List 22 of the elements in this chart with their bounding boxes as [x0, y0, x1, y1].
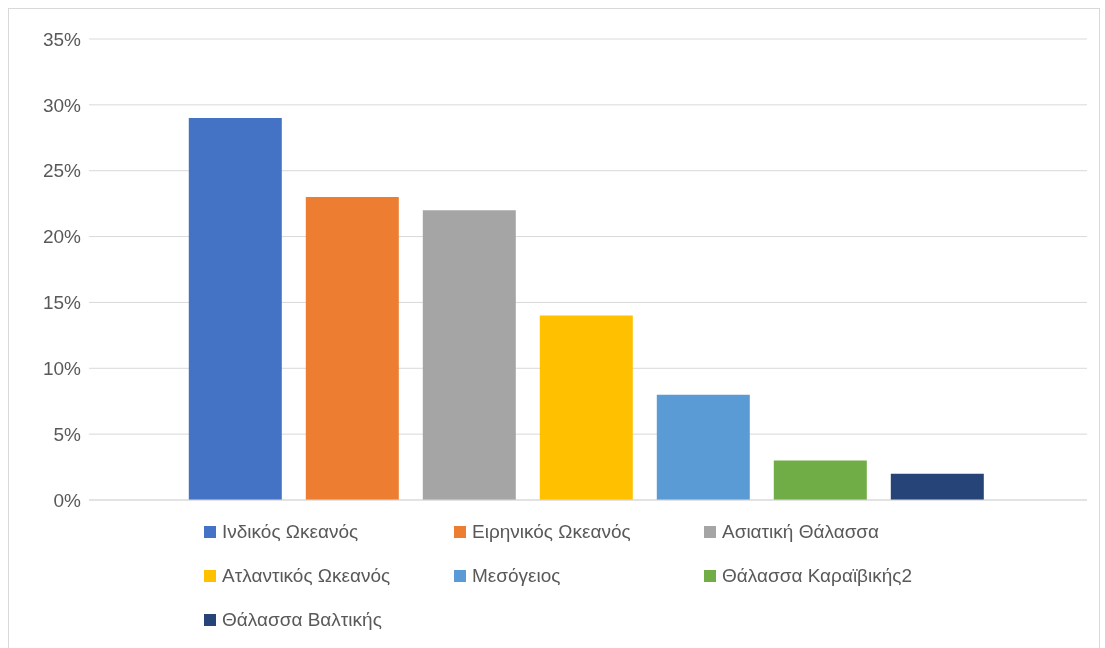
y-tick-label: 25%	[42, 160, 82, 182]
y-tick-label: 0%	[53, 489, 82, 511]
legend-label: Ατλαντικός Ωκεανός	[222, 565, 391, 587]
bar	[422, 210, 516, 500]
bar	[773, 460, 867, 500]
legend-label: Ινδικός Ωκεανός	[222, 521, 359, 543]
y-tick-label: 5%	[53, 423, 82, 445]
y-tick-label: 10%	[42, 358, 82, 380]
y-tick-label: 15%	[42, 292, 82, 314]
bar	[890, 473, 984, 500]
legend-label: Ειρηνικός Ωκεανός	[472, 521, 631, 543]
bar	[188, 118, 282, 500]
y-tick-label: 30%	[42, 94, 82, 116]
legend-label: Θάλασσα Καραϊβικής2	[722, 565, 913, 587]
bar	[656, 394, 750, 500]
y-tick-label: 20%	[42, 226, 82, 248]
y-tick-label: 35%	[42, 28, 82, 50]
legend-label: Θάλασσα Βαλτικής	[222, 609, 382, 631]
legend-label: Ασιατική Θάλασσα	[722, 521, 880, 543]
legend-label: Μεσόγειος	[472, 565, 561, 587]
bar	[305, 197, 399, 500]
bar	[539, 315, 633, 500]
